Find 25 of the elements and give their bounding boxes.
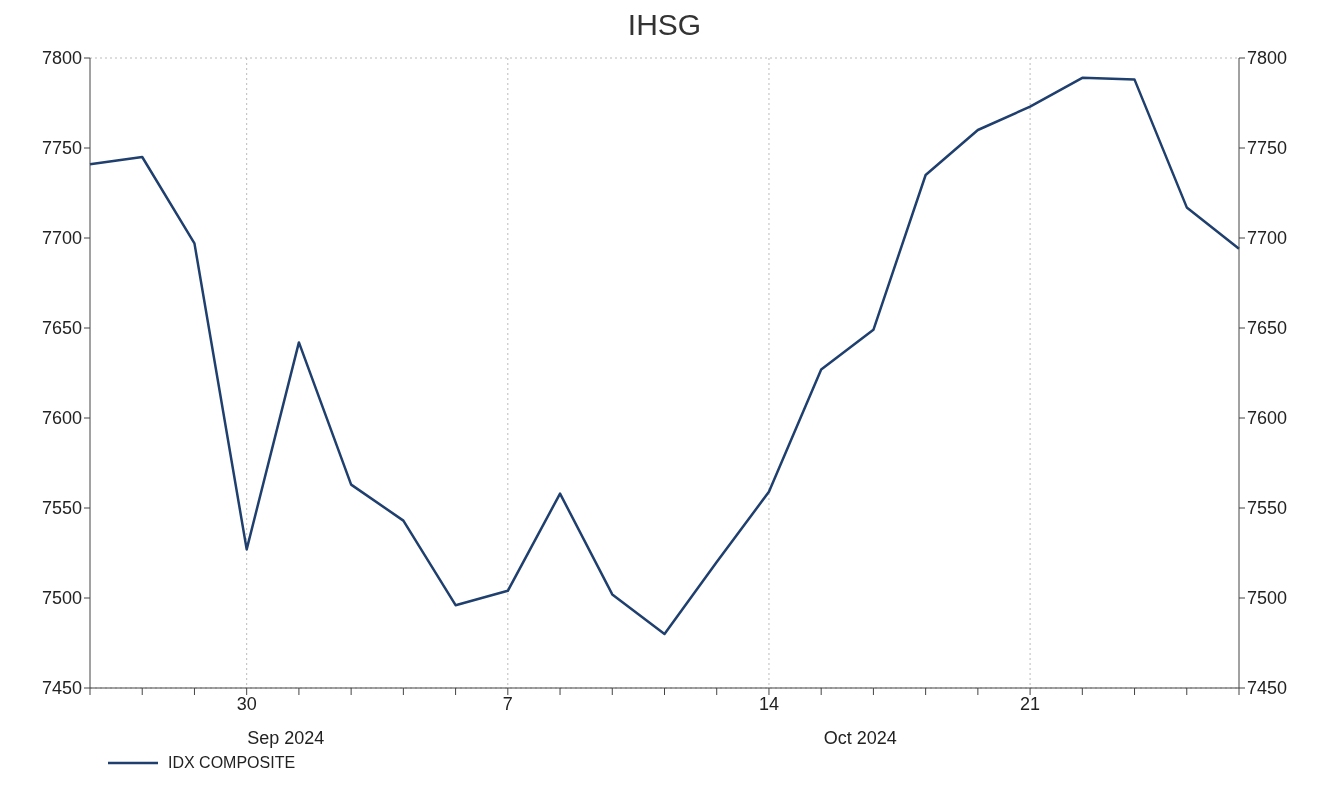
y2-tick-label: 7450 bbox=[1247, 678, 1288, 699]
chart-title: IHSG bbox=[626, 8, 703, 43]
x-tick-label: 21 bbox=[1020, 693, 1041, 714]
x-tick-label: 30 bbox=[236, 693, 257, 714]
legend-label: IDX COMPOSITE bbox=[168, 754, 296, 772]
y-tick-label: 7800 bbox=[41, 48, 82, 69]
y-tick-label: 7450 bbox=[41, 678, 82, 699]
y-tick-label: 7750 bbox=[41, 138, 82, 159]
x-tick-label: 14 bbox=[758, 693, 779, 714]
y-tick-label: 7600 bbox=[41, 408, 82, 429]
line-series bbox=[88, 76, 1241, 636]
text: Sep 2024 bbox=[246, 728, 326, 749]
y2-tick-label: 7700 bbox=[1247, 228, 1288, 249]
y2-tick-label: 7650 bbox=[1247, 318, 1288, 339]
y-tick-label: 7550 bbox=[41, 498, 82, 519]
y2-tick-label: 7500 bbox=[1247, 588, 1288, 609]
y-tick-label: 7700 bbox=[41, 228, 82, 249]
x-tick-label: 7 bbox=[502, 693, 513, 714]
text: Oct 2024 bbox=[822, 728, 898, 749]
y2-tick-label: 7750 bbox=[1247, 138, 1288, 159]
y2-tick-label: 7800 bbox=[1247, 48, 1288, 69]
y-tick-label: 7650 bbox=[41, 318, 82, 339]
y-tick-label: 7500 bbox=[41, 588, 82, 609]
y2-tick-label: 7550 bbox=[1247, 498, 1288, 519]
y2-tick-label: 7600 bbox=[1247, 408, 1288, 429]
